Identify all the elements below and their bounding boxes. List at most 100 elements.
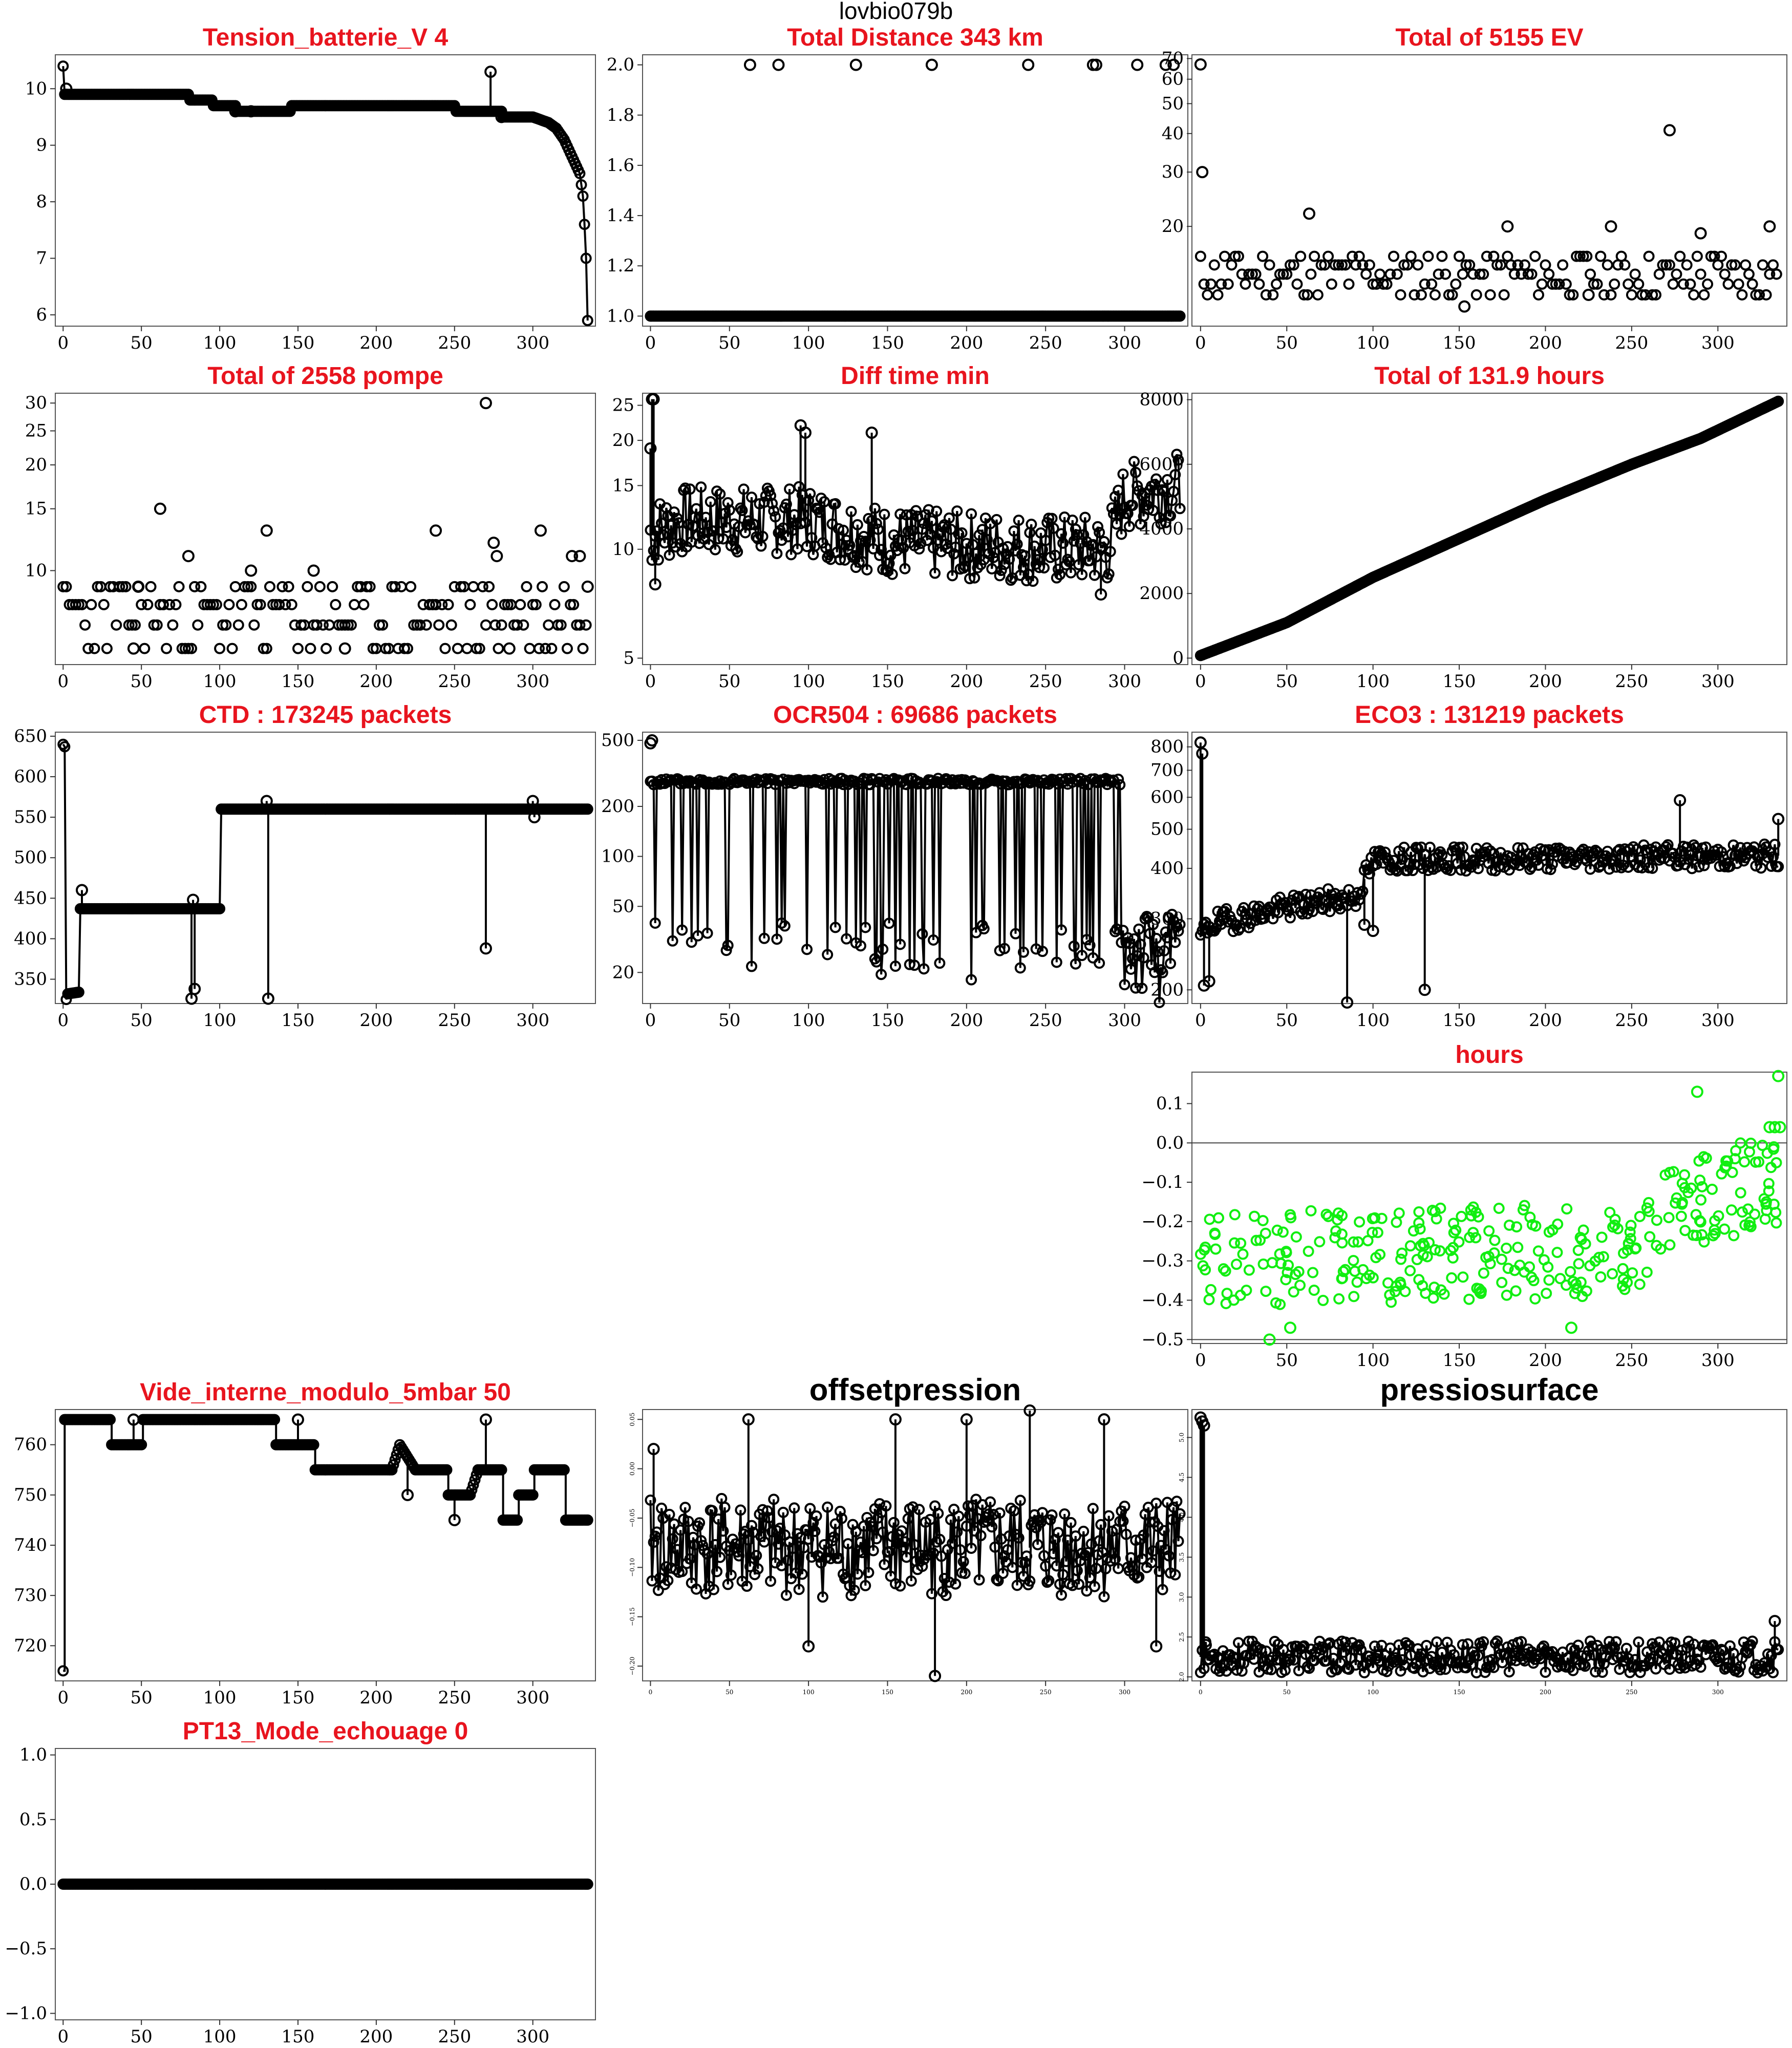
x-tick-label: 250 (1029, 671, 1062, 692)
data-point (822, 1501, 834, 1513)
data-point (1044, 1514, 1056, 1526)
data-point (746, 1520, 757, 1531)
data-point (1219, 1659, 1230, 1671)
outlier-point (849, 58, 862, 71)
x-tick-label: 250 (438, 2026, 471, 2047)
data-point (276, 581, 288, 592)
data-point (1581, 1650, 1593, 1662)
data-point (1495, 259, 1506, 271)
data-point (860, 1580, 871, 1591)
data-point (722, 940, 734, 951)
data-point (690, 1583, 702, 1595)
y-tick-label: 350 (14, 969, 47, 990)
data-point (1627, 1267, 1638, 1279)
x-tick-label: 150 (282, 671, 315, 692)
outlier-point (182, 550, 195, 563)
data-point (1633, 1636, 1645, 1648)
y-tick-label: 20 (612, 430, 634, 451)
data-point (1657, 259, 1669, 271)
data-point (1303, 1245, 1314, 1257)
outlier-point (526, 795, 539, 807)
data-point (1172, 925, 1184, 937)
data-point (790, 1567, 802, 1579)
data-point (870, 1533, 882, 1545)
data-point (867, 1545, 879, 1556)
data-point (1357, 885, 1369, 897)
data-point (1540, 259, 1551, 271)
outlier-point (528, 811, 541, 824)
x-tick-label: 300 (516, 2026, 549, 2047)
data-point (1663, 1663, 1675, 1675)
data-point (1605, 289, 1617, 301)
outlier-point (646, 734, 658, 746)
data-point (1087, 1503, 1099, 1514)
data-point (568, 599, 580, 610)
data-point (1543, 268, 1555, 280)
data-point (1165, 957, 1177, 969)
data-point (746, 492, 757, 503)
data-point (486, 599, 498, 610)
data-point (983, 1508, 995, 1520)
data-point (1551, 1247, 1563, 1258)
data-point (1051, 956, 1062, 968)
data-point (825, 1553, 837, 1565)
y-tick-label: −0.5 (5, 1938, 47, 1959)
data-point (1730, 1145, 1742, 1157)
data-point (1007, 1562, 1018, 1573)
data-point (1659, 1169, 1671, 1181)
chart-distance: Total Distance 343 km0 50 100 150 200 250 3001… (607, 24, 1188, 353)
data-point (1136, 983, 1148, 994)
data-point (735, 1504, 746, 1516)
outlier-point (1768, 1615, 1781, 1628)
data-point (1277, 1226, 1289, 1238)
data-point (770, 1557, 781, 1569)
data-point (1526, 861, 1538, 873)
data-point (1243, 1264, 1255, 1276)
data-point (1150, 1498, 1162, 1509)
data-point (139, 643, 151, 654)
data-point (1333, 259, 1345, 271)
plot-frame (1191, 54, 1787, 327)
data-point (1634, 1210, 1646, 1222)
data-point (1483, 1225, 1495, 1237)
data-point (1385, 1296, 1397, 1308)
x-tick-label: 50 (1276, 1350, 1298, 1371)
data-point (701, 927, 713, 939)
outlier-point (490, 550, 503, 563)
data-point (1422, 250, 1434, 262)
data-point (1043, 1575, 1055, 1587)
data-point (951, 1526, 963, 1538)
data-point (1125, 964, 1137, 975)
y-tick-label: 10 (25, 78, 47, 99)
data-point (1725, 1204, 1737, 1216)
data-point (1357, 1264, 1369, 1275)
data-point (1440, 268, 1452, 280)
data-point (1464, 259, 1476, 271)
data-point (988, 551, 999, 563)
data-point (1084, 940, 1096, 951)
data-point (780, 1589, 792, 1601)
data-point (787, 1543, 799, 1554)
data-point (283, 581, 294, 592)
data-point (879, 508, 890, 520)
data-point (1395, 1253, 1407, 1265)
data-point (1166, 909, 1178, 921)
data-point (668, 1518, 680, 1530)
data-point (1413, 1217, 1425, 1229)
data-point (580, 252, 592, 264)
data-point (1246, 268, 1258, 280)
data-point (931, 505, 943, 517)
data-point (1290, 1269, 1302, 1281)
data-point (1491, 1635, 1503, 1647)
outlier-point (188, 983, 201, 995)
data-point (1597, 1251, 1609, 1263)
x-tick-label: 150 (871, 333, 904, 353)
plot-frame (55, 54, 596, 327)
x-tick-label: 50 (131, 333, 153, 353)
data-point (302, 581, 313, 592)
data-point (817, 1591, 828, 1603)
data-point (1516, 268, 1527, 280)
data-point (1274, 268, 1286, 280)
